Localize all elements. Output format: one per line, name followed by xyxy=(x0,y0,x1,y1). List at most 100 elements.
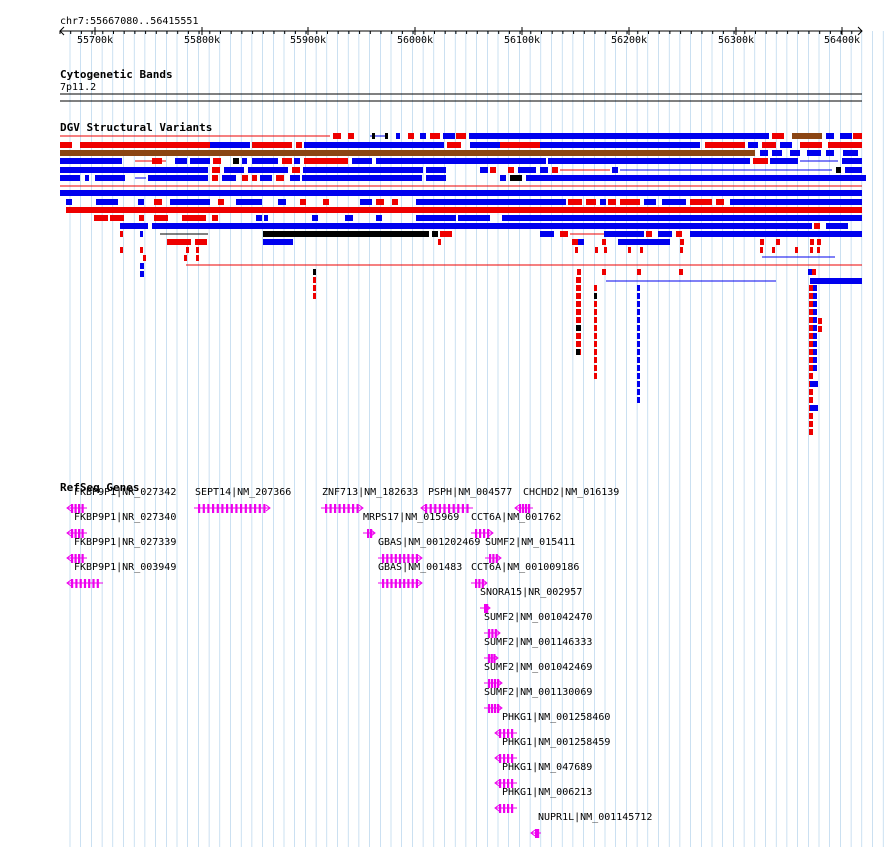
variant-bar xyxy=(426,175,446,181)
variant-bar xyxy=(140,263,144,269)
gene-exon xyxy=(494,679,497,688)
variant-bar xyxy=(612,167,618,173)
variant-bar xyxy=(313,293,316,299)
variant-bar xyxy=(376,215,382,221)
variant-bar xyxy=(730,199,862,205)
variant-bar xyxy=(138,199,144,205)
gene-label: PHKG1|NM_001258460 xyxy=(502,712,610,723)
gene-exon xyxy=(78,529,81,538)
variant-bar xyxy=(94,215,108,221)
gene-label: ZNF713|NM_182633 xyxy=(322,487,418,498)
variant-bar xyxy=(637,285,640,291)
gene-exon xyxy=(221,504,224,513)
variant-bar xyxy=(810,381,818,387)
gene-exon xyxy=(347,504,350,513)
ruler[interactable]: chr7:55667080..56415551 55700k 55800k 55… xyxy=(59,16,863,46)
variant-bar xyxy=(826,223,848,229)
variant-bar xyxy=(296,142,302,148)
variant-bar xyxy=(175,158,187,164)
variant-bar xyxy=(430,133,440,139)
variant-bar xyxy=(304,142,444,148)
variant-bar xyxy=(233,158,239,164)
tick-label: 55700k xyxy=(77,35,113,46)
variant-bar xyxy=(294,158,300,164)
variant-bar xyxy=(500,175,506,181)
variant-bar xyxy=(753,158,768,164)
variant-bar xyxy=(576,277,581,283)
variant-bar xyxy=(809,373,813,379)
locus-label: chr7:55667080..56415551 xyxy=(60,16,198,27)
variant-bar xyxy=(120,223,148,229)
variant-bar xyxy=(776,239,780,245)
gene-features[interactable]: FKBP9P1|NR_027342 SEPT14|NM_207366 ZNF713|… xyxy=(66,487,652,838)
variant-bar xyxy=(813,317,817,323)
variant-bar xyxy=(333,133,341,139)
variant-bar xyxy=(809,317,813,323)
variant-bar xyxy=(716,199,724,205)
gene-exon xyxy=(198,504,201,513)
variant-bar xyxy=(646,231,652,237)
variant-bar xyxy=(637,389,640,395)
gene-label: PSPH|NM_004577 xyxy=(428,487,512,498)
strand-arrow xyxy=(530,829,536,837)
variant-bar xyxy=(813,341,817,347)
variant-bar xyxy=(518,167,536,173)
variant-bar xyxy=(170,199,210,205)
variant-bar xyxy=(810,278,862,284)
gene-label: CCT6A|NM_001762 xyxy=(471,512,561,523)
variant-bar xyxy=(770,158,798,164)
variant-bar xyxy=(60,190,862,196)
refseq-track[interactable]: RefSeq Genes FKBP9P1|NR_027342 SEPT14|NM_… xyxy=(60,481,652,838)
variant-bar xyxy=(809,285,813,291)
variant-bar xyxy=(817,239,821,245)
dgv-features[interactable] xyxy=(60,133,866,435)
gene-exon xyxy=(503,779,506,788)
variant-bar xyxy=(594,285,597,291)
strand-arrow xyxy=(514,504,520,512)
variant-bar xyxy=(408,133,414,139)
variant-bar xyxy=(817,247,820,253)
variant-bar xyxy=(814,223,820,229)
variant-bar xyxy=(264,215,268,221)
variant-bar xyxy=(66,207,862,213)
variant-bar xyxy=(637,269,641,275)
gene-exon xyxy=(216,504,219,513)
gene-exon xyxy=(74,529,77,538)
tick-label: 56400k xyxy=(824,35,860,46)
gene-exon xyxy=(403,579,406,588)
strand-arrow xyxy=(420,504,426,512)
variant-bar xyxy=(813,333,817,339)
cytoband-track[interactable]: Cytogenetic Bands 7p11.2 xyxy=(60,68,862,102)
gene-exon xyxy=(226,504,229,513)
variant-bar xyxy=(826,133,834,139)
dgv-track[interactable]: DGV Structural Variants xyxy=(60,121,866,435)
variant-bar xyxy=(637,381,640,387)
variant-bar xyxy=(809,349,813,355)
variant-bar xyxy=(480,167,488,173)
variant-bar xyxy=(248,167,288,173)
gene-exon xyxy=(258,504,261,513)
variant-bar xyxy=(602,239,606,245)
variant-bar xyxy=(323,199,329,205)
variant-bar xyxy=(748,142,758,148)
variant-bar xyxy=(658,231,672,237)
strand-arrow xyxy=(370,529,376,537)
variant-bar xyxy=(637,357,640,363)
gene-label: FKBP9P1|NR_027339 xyxy=(74,537,176,548)
variant-bar xyxy=(95,175,125,181)
variant-bar xyxy=(148,175,208,181)
gene-exon xyxy=(488,679,491,688)
variant-bar xyxy=(608,199,616,205)
variant-bar xyxy=(440,231,452,237)
variant-bar xyxy=(426,167,446,173)
variant-bar xyxy=(828,142,862,148)
variant-bar xyxy=(304,158,348,164)
gene-exon xyxy=(411,554,414,563)
gene-exon xyxy=(96,579,99,588)
gene-exon xyxy=(254,504,257,513)
gene-exon xyxy=(448,504,451,513)
gene-exon xyxy=(249,504,252,513)
gene-exon xyxy=(88,579,91,588)
variant-bar xyxy=(252,158,278,164)
variant-bar xyxy=(60,142,72,148)
